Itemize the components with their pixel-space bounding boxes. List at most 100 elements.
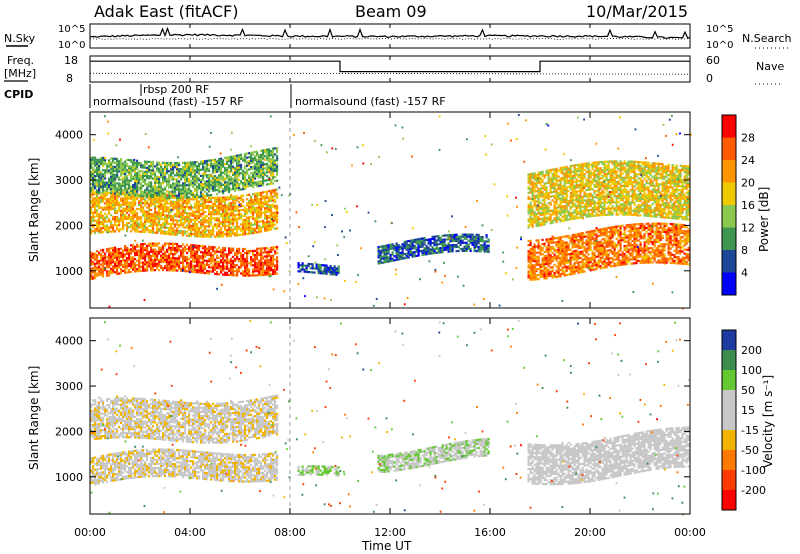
heat-cell [262, 251, 265, 254]
heat-cell [262, 219, 265, 223]
heat-cell [100, 221, 103, 224]
heat-cell [337, 265, 340, 268]
heat-cell [383, 249, 386, 252]
heat-cell [194, 266, 197, 269]
heat-cell [252, 270, 255, 273]
heat-cell [208, 177, 211, 181]
heat-cell [539, 249, 542, 252]
heat-cell [423, 249, 426, 252]
heat-cell [166, 242, 169, 245]
heat-cell [238, 154, 241, 157]
heat-cell [272, 159, 275, 162]
heat-cell [232, 214, 235, 217]
heat-cell [102, 231, 105, 234]
heat-cell [260, 247, 263, 250]
heat-cell [587, 259, 590, 262]
heat-cell [146, 248, 149, 252]
heat-cell [130, 224, 133, 227]
heat-cell [431, 246, 434, 249]
heat-cell [569, 269, 572, 272]
heat-cell [234, 259, 237, 263]
heat-cell [232, 270, 235, 273]
heat-cell [112, 188, 115, 191]
heat-cell [248, 182, 251, 185]
heat-cell [601, 250, 604, 253]
heat-cell [126, 265, 129, 268]
heat-cell [599, 261, 602, 264]
heat-cell [230, 212, 233, 215]
heat-cell [236, 258, 239, 261]
heat-cell [124, 271, 127, 274]
heat-cell [170, 231, 173, 234]
heat-cell [200, 198, 203, 201]
heat-cell [603, 262, 606, 265]
heat-cell [409, 241, 412, 244]
heat-cell [258, 226, 261, 229]
heat-cell [533, 253, 536, 257]
heat-cell [110, 271, 113, 274]
heat-cell [128, 264, 131, 268]
heat-cell [240, 217, 243, 220]
heat-cell [148, 193, 151, 196]
heat-cell [593, 241, 596, 244]
heat-cell [206, 174, 209, 177]
heat-cell [258, 176, 261, 179]
heat-cell [140, 174, 143, 177]
heat-cell [196, 214, 199, 217]
heat-cell [477, 250, 480, 253]
heat-cell [559, 238, 562, 241]
heat-cell [180, 255, 183, 258]
heat-cell [274, 205, 277, 208]
heat-cell [94, 205, 97, 208]
heat-cell [597, 234, 600, 238]
heat-cell [471, 237, 474, 240]
heat-cell [228, 273, 231, 277]
heat-cell [238, 164, 241, 167]
heat-cell [206, 200, 209, 203]
heat-cell [242, 219, 245, 222]
heat-cell [176, 172, 179, 175]
heat-cell [98, 181, 101, 184]
heat-cell [148, 261, 151, 264]
heat-cell [230, 166, 233, 169]
heat-cell [270, 246, 273, 249]
heat-cell [270, 180, 273, 183]
heat-cell [110, 195, 113, 198]
heat-cell [599, 234, 602, 237]
heat-cell [190, 220, 193, 223]
heat-cell [581, 260, 584, 263]
heat-cell [270, 206, 273, 209]
heat-cell [204, 247, 207, 250]
heat-cell [256, 160, 259, 163]
heat-cell [198, 244, 201, 247]
heat-cell [527, 252, 530, 255]
heat-cell [106, 260, 109, 263]
heat-cell [527, 250, 530, 253]
heat-cell [238, 211, 241, 214]
heat-cell [589, 240, 592, 243]
heat-cell [134, 167, 137, 170]
heat-cell [383, 244, 386, 248]
heat-cell [262, 157, 265, 160]
heat-cell [475, 241, 478, 245]
heat-cell [172, 233, 175, 236]
heat-cell [250, 224, 253, 227]
heat-cell [232, 247, 235, 250]
heat-cell [202, 182, 205, 185]
heat-cell [234, 215, 237, 219]
heat-cell [541, 269, 544, 272]
heat-cell [407, 240, 410, 243]
heat-cell [587, 247, 590, 250]
heat-cell [122, 257, 125, 260]
heat-cell [216, 254, 219, 257]
heat-cell [216, 193, 219, 196]
heat-cell [142, 184, 145, 187]
heat-cell [200, 195, 203, 198]
heat-cell [202, 188, 205, 192]
heat-cell [162, 226, 165, 229]
heat-cell [569, 252, 572, 255]
cpid-entry-normalsound-2: normalsound (fast) -157 RF [295, 95, 446, 108]
heat-cell [144, 210, 147, 213]
heat-cell [162, 203, 165, 206]
heat-cell [110, 181, 113, 185]
